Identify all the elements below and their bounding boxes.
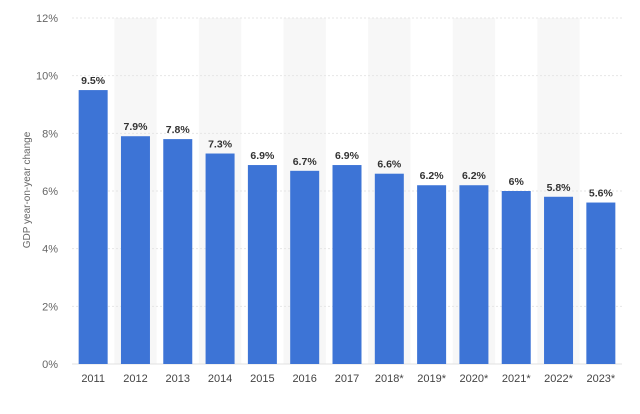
bar <box>163 139 193 364</box>
x-tick-label: 2021* <box>502 373 531 385</box>
x-tick-label: 2015 <box>250 373 274 385</box>
bar <box>290 170 320 364</box>
y-tick-label: 2% <box>42 301 58 313</box>
bar <box>459 185 489 364</box>
data-label: 5.6% <box>589 188 614 200</box>
x-tick-label: 2014 <box>208 373 232 385</box>
data-label: 9.5% <box>81 75 106 87</box>
data-label: 5.8% <box>547 182 572 194</box>
data-labels: 9.5% 7.9% 7.8% 7.3% 6.9% 6.7% 6.9% 6.6% 6.2% 6.2%… <box>81 75 613 199</box>
x-tick-label: 2013 <box>166 373 190 385</box>
bar <box>120 136 150 364</box>
x-tick-label: 2022* <box>544 373 573 385</box>
bar <box>501 191 531 364</box>
x-tick-label: 2017 <box>335 373 359 385</box>
data-label: 7.9% <box>123 121 148 133</box>
data-label: 7.8% <box>166 124 191 136</box>
bar <box>78 90 108 364</box>
y-tick-label: 0% <box>42 359 58 371</box>
data-label: 6.9% <box>250 150 275 162</box>
x-axis-ticks: 2011 2012 2013 2014 2015 2016 2017 2018* 2019* 20… <box>81 373 616 385</box>
bar <box>332 165 362 364</box>
bar <box>205 153 235 364</box>
bar <box>417 185 447 364</box>
bar <box>374 173 404 364</box>
bar <box>247 165 277 364</box>
x-tick-label: 2019* <box>417 373 446 385</box>
y-tick-label: 12% <box>36 13 58 25</box>
data-label: 6% <box>509 176 525 188</box>
x-tick-label: 2018* <box>375 373 404 385</box>
y-tick-label: 6% <box>42 186 58 198</box>
data-label: 6.6% <box>377 159 402 171</box>
y-tick-label: 4% <box>42 244 58 256</box>
x-tick-label: 2011 <box>81 373 105 385</box>
x-tick-label: 2020* <box>460 373 489 385</box>
data-label: 6.2% <box>462 170 487 182</box>
x-tick-label: 2012 <box>123 373 147 385</box>
y-tick-label: 8% <box>42 128 58 140</box>
data-label: 6.9% <box>335 150 360 162</box>
y-axis-ticks: 0% 2% 4% 6% 8% 10% 12% <box>36 13 58 371</box>
bar <box>586 202 616 364</box>
data-label: 6.7% <box>293 156 318 168</box>
y-axis-label: GDP year-on-year change <box>22 131 33 248</box>
data-label: 6.2% <box>420 170 445 182</box>
bars <box>78 90 616 364</box>
x-tick-label: 2016 <box>292 373 316 385</box>
bar <box>544 196 574 364</box>
x-tick-label: 2023* <box>586 373 615 385</box>
y-tick-label: 10% <box>36 71 58 83</box>
data-label: 7.3% <box>208 139 233 151</box>
